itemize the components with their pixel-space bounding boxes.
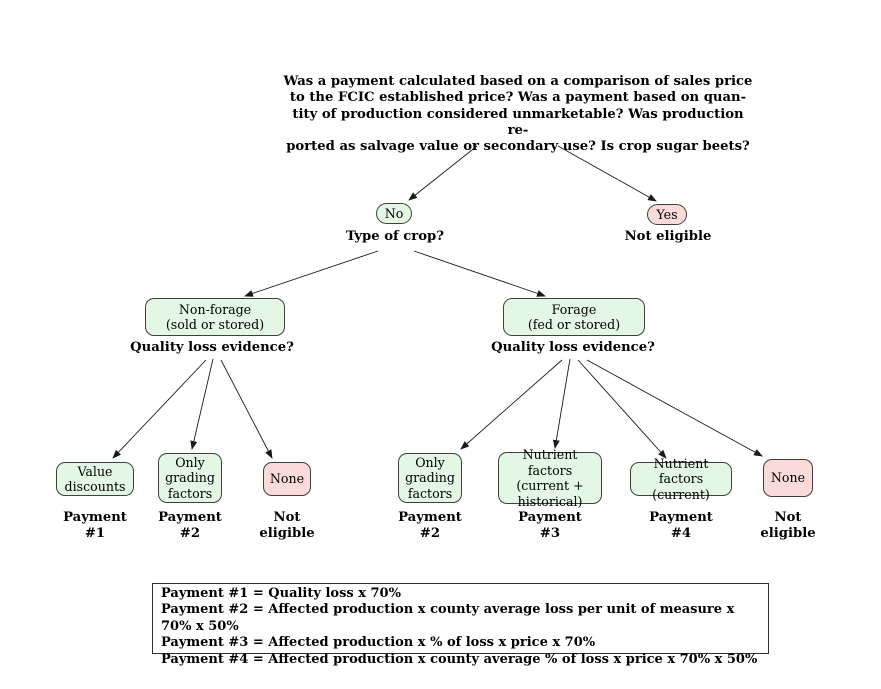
- arrow-right-to-nutrient-c: [577, 359, 667, 459]
- node-nutrient-current-historical: Nutrient factors (current + historical): [498, 447, 602, 509]
- node-none-left: None: [263, 462, 311, 496]
- arrow-left-to-none: [220, 359, 273, 459]
- caption-quality-loss-left: Quality loss evidence?: [130, 340, 294, 355]
- outcome-payment-2-right: Payment #2: [398, 510, 462, 541]
- node-yes: Yes: [647, 204, 687, 225]
- arrow-right-to-grading: [460, 359, 563, 450]
- arrow-crop-to-nonforage: [244, 250, 379, 297]
- node-value-discounts: Value discounts: [56, 462, 134, 496]
- outcome-not-eligible-right: Not eligible: [760, 510, 816, 541]
- node-non-forage: Non-forage (sold or stored): [145, 298, 285, 336]
- arrow-left-to-value: [112, 359, 207, 459]
- outcome-not-eligible-left: Not eligible: [259, 510, 315, 541]
- outcome-payment-2-left: Payment #2: [158, 510, 222, 541]
- caption-quality-loss-right: Quality loss evidence?: [491, 340, 655, 355]
- node-forage: Forage (fed or stored): [503, 298, 645, 336]
- outcome-payment-4: Payment #4: [649, 510, 713, 541]
- arrow-crop-to-forage: [413, 250, 546, 297]
- node-only-grading-left: Only grading factors: [158, 453, 222, 503]
- caption-type-of-crop: Type of crop?: [345, 229, 445, 244]
- node-no: No: [376, 203, 412, 224]
- root-question: Was a payment calculated based on a comp…: [283, 74, 753, 155]
- arrow-left-to-grading: [190, 358, 214, 450]
- outcome-payment-3: Payment #3: [518, 510, 582, 541]
- node-only-grading-right: Only grading factors: [398, 453, 462, 503]
- node-nutrient-current: Nutrient factors (current): [630, 456, 732, 502]
- outcome-payment-1: Payment #1: [63, 510, 127, 541]
- node-none-right: None: [763, 459, 813, 497]
- payment-formula-legend: Payment #1 = Quality loss x 70% Payment …: [152, 583, 769, 667]
- arrow-right-to-nutrient-ch: [552, 358, 571, 449]
- caption-not-eligible-top: Not eligible: [624, 229, 712, 244]
- arrow-right-to-none: [586, 359, 763, 457]
